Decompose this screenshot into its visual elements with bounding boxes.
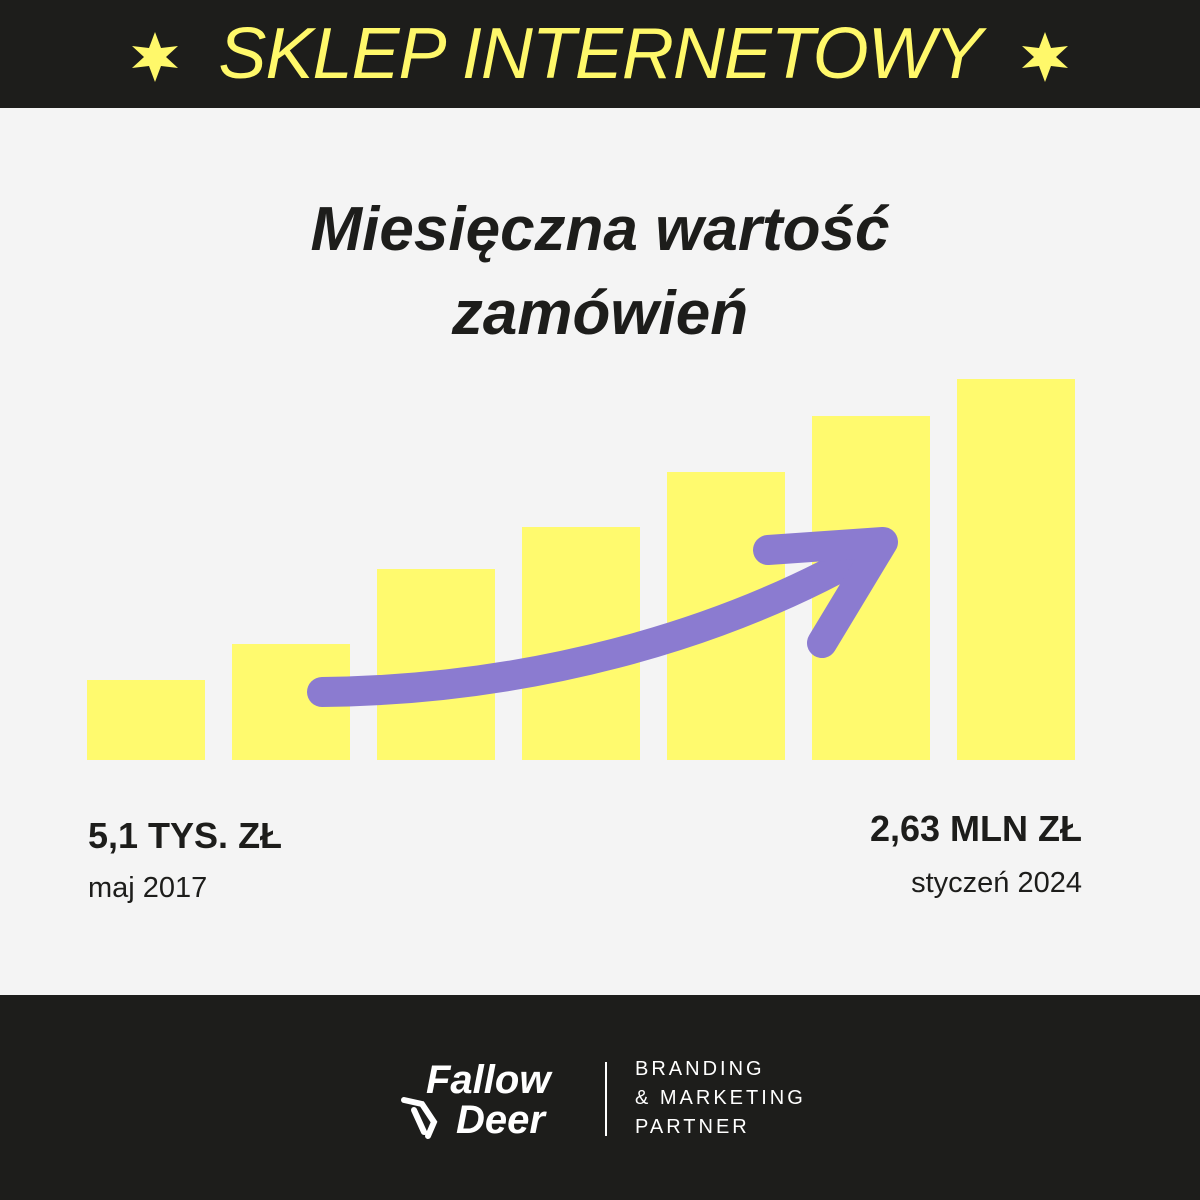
divider	[605, 1062, 607, 1136]
start-value: 5,1 TYS. ZŁ	[88, 815, 283, 856]
tagline: PARTNER	[635, 1116, 750, 1138]
chart-title: Miesięczna wartość zamówień	[0, 188, 1200, 356]
header-title: SKLEP INTERNETOWY	[218, 14, 982, 94]
tagline: BRANDING	[635, 1058, 765, 1080]
bar	[377, 569, 495, 760]
arrow-head	[753, 527, 898, 658]
bar	[87, 680, 205, 760]
end-value: 2,63 MLN ZŁ	[869, 808, 1082, 849]
logo-text: Fallow	[426, 1058, 551, 1102]
title-line: zamówień	[451, 279, 749, 348]
end-date: styczeń 2024	[911, 867, 1082, 899]
logo-icon	[401, 1097, 438, 1139]
title-line: Miesięczna wartość	[310, 195, 890, 264]
bar	[957, 379, 1075, 760]
footer-bar	[0, 995, 1200, 1200]
star	[1022, 32, 1068, 82]
tagline: & MARKETING	[635, 1087, 806, 1109]
start-date: maj 2017	[88, 872, 208, 904]
growth-graphic	[87, 379, 1075, 760]
header-bar	[0, 0, 1200, 108]
arrow	[307, 530, 895, 707]
star	[132, 32, 178, 82]
header-stars	[132, 32, 1068, 82]
logo-text: Deer	[456, 1098, 545, 1142]
